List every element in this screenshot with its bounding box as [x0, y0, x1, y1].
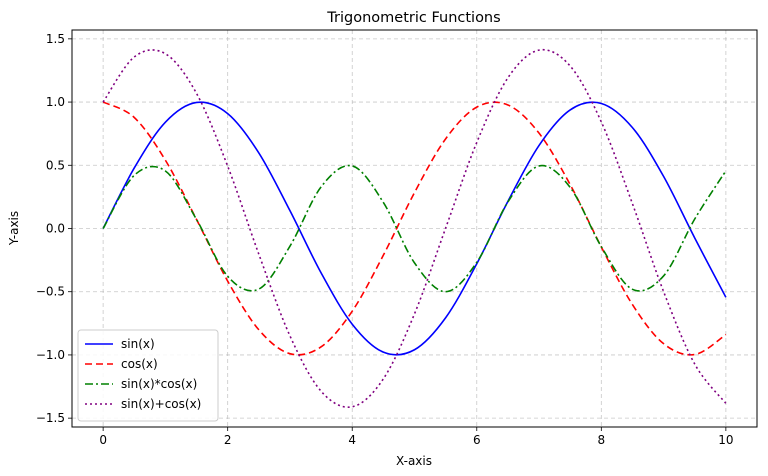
y-tick-label: 0.5	[46, 158, 65, 172]
series-line-2	[102, 164, 727, 293]
legend-label: sin(x)*cos(x)	[121, 377, 197, 391]
x-tick-label: 4	[348, 433, 356, 447]
x-tick-label: 10	[718, 433, 733, 447]
x-axis-label: X-axis	[396, 454, 432, 468]
legend: sin(x) cos(x) sin(x)*cos(x) sin(x)+cos(x)	[77, 329, 219, 422]
axis-ticks: 0 2 4 6 8 10 −1.5 −1.0 −0.5 0.0 0.5 1.0 1.5	[36, 32, 734, 447]
y-tick-label: 0.0	[46, 222, 65, 236]
x-tick-label: 8	[597, 433, 605, 447]
y-axis-label: Y-axis	[7, 211, 21, 246]
y-tick-label: 1.0	[46, 95, 65, 109]
x-tick-label: 0	[99, 433, 107, 447]
x-tick-label: 2	[224, 433, 232, 447]
plot-series	[102, 48, 727, 408]
legend-label: sin(x)	[121, 337, 155, 351]
legend-box	[77, 329, 219, 422]
chart-title: Trigonometric Functions	[326, 10, 500, 26]
x-tick-label: 6	[473, 433, 481, 447]
legend-label: cos(x)	[121, 357, 158, 371]
y-tick-label: 1.5	[46, 32, 65, 46]
y-tick-label: −1.0	[36, 348, 65, 362]
legend-label: sin(x)+cos(x)	[121, 397, 201, 411]
series-line-0	[102, 101, 727, 356]
y-tick-label: −1.5	[36, 411, 65, 425]
y-tick-label: −0.5	[36, 285, 65, 299]
